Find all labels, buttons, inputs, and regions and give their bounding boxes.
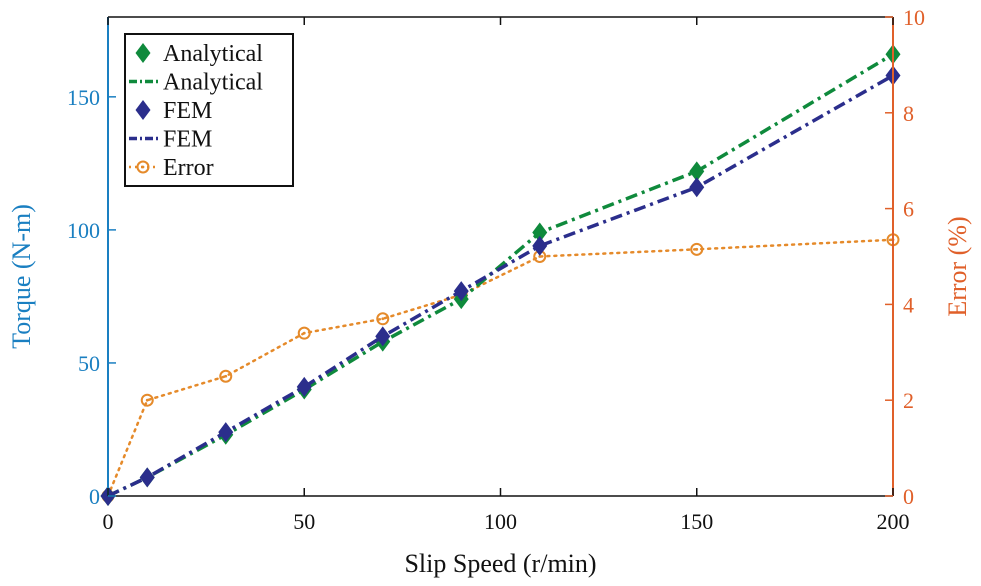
- analytical-series-line: [107, 52, 894, 498]
- left-y-axis-label: Torque (N-m): [7, 204, 36, 349]
- error-point-dot: [224, 374, 228, 378]
- right-y-axis-label: Error (%): [943, 216, 972, 316]
- right-y-tick-label: 4: [903, 292, 914, 317]
- x-tick-label: 200: [877, 509, 910, 534]
- error-point-ring: [376, 312, 390, 326]
- error-point-ring: [690, 242, 704, 256]
- fem-point: [296, 376, 312, 397]
- error-point-dot: [538, 255, 542, 258]
- error-point: [140, 393, 154, 407]
- error-point-dot: [381, 317, 385, 321]
- analytical-point: [532, 222, 548, 243]
- x-tick-label: 0: [103, 509, 114, 534]
- x-tick-label: 150: [680, 509, 713, 534]
- error-point: [297, 326, 311, 340]
- fem-point: [375, 326, 391, 347]
- legend-box: [124, 33, 294, 187]
- error-point-ring: [297, 326, 311, 340]
- left-y-tick-label: 0: [89, 484, 100, 509]
- legend-label: Analytical: [163, 41, 263, 67]
- error-point-ring: [140, 393, 154, 407]
- analytical-point: [689, 161, 705, 182]
- legend-marker-ring: [136, 160, 150, 174]
- fem-point: [532, 235, 548, 256]
- right-y-tick-label: 10: [903, 5, 925, 30]
- fem-point: [218, 422, 234, 443]
- error-series-line: [106, 238, 895, 498]
- right-y-tick-label: 2: [903, 388, 914, 413]
- fem-point: [139, 467, 155, 488]
- left-y-tick-label: 50: [78, 351, 100, 376]
- legend-marker-ring-dot: [141, 165, 145, 169]
- legend-label: Error: [163, 155, 214, 181]
- right-y-tick-label: 6: [903, 197, 914, 222]
- error-point-dot: [145, 398, 149, 402]
- error-point: [690, 242, 704, 256]
- left-y-tick-label: 100: [67, 218, 100, 243]
- error-point-dot: [302, 331, 306, 335]
- legend-label: FEM: [163, 98, 212, 124]
- x-tick-label: 100: [484, 509, 517, 534]
- x-axis-label: Slip Speed (r/min): [404, 549, 596, 578]
- fem-point: [689, 177, 705, 198]
- error-point: [376, 312, 390, 326]
- x-tick-label: 50: [293, 509, 315, 534]
- series-layer: [100, 44, 901, 506]
- error-point-dot: [695, 247, 699, 251]
- error-point: [219, 369, 233, 383]
- right-y-tick-label: 8: [903, 101, 914, 126]
- legend-marker-diamond: [135, 43, 151, 63]
- right-y-tick-label: 0: [903, 484, 914, 509]
- left-y-tick-label: 150: [67, 85, 100, 110]
- error-point-ring: [219, 369, 233, 383]
- legend-label: FEM: [163, 127, 212, 153]
- legend-marker-ring-ring: [136, 160, 150, 174]
- legend-label: Analytical: [163, 70, 263, 96]
- fem-point: [453, 281, 469, 302]
- legend-marker-diamond: [135, 100, 151, 120]
